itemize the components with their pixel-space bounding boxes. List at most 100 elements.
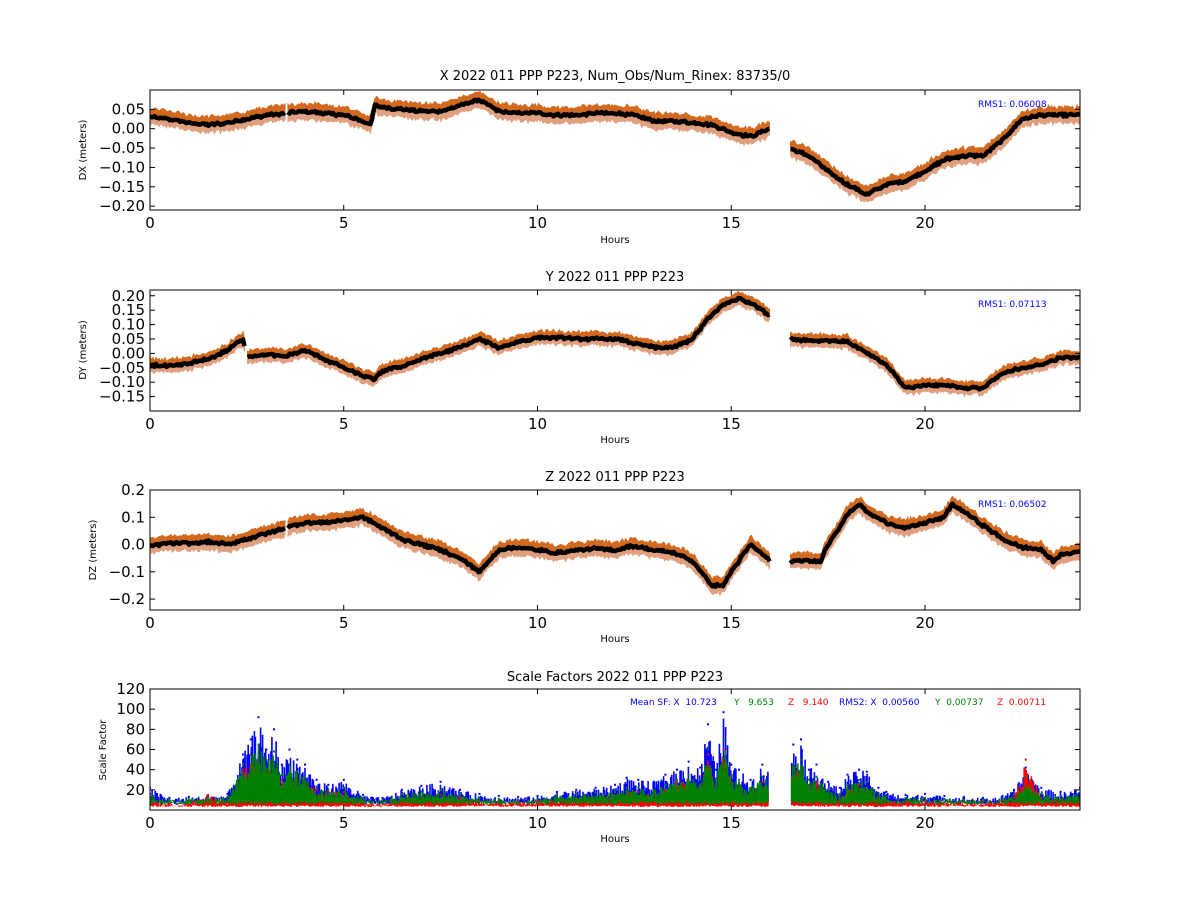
panel-3-point-x-23 (478, 792, 481, 795)
panel-3-point-y-29 (594, 791, 597, 794)
panel-0-xtick-label-2: 10 (528, 214, 547, 232)
panel-3-point-y-42 (738, 778, 740, 781)
panel-0-ytick-label-4: 0.00 (112, 120, 145, 138)
panel-3-point-x-43 (749, 778, 752, 781)
panel-3-point-z-35 (676, 780, 678, 783)
panel-3-point-x-37 (699, 766, 702, 769)
panel-2-ytick-label-4: 0.2 (121, 481, 145, 499)
panel-3-point-y-53 (858, 778, 861, 781)
panel-3-point-y-46 (792, 763, 795, 766)
panel-dx-rms-text: RMS1: 0.06008 (978, 100, 1047, 110)
panel-0-estimate-line-1 (286, 97, 771, 139)
panel-sf-annotation: Mean SF: X 10.723 Y 9.653 Z 9.140 RMS2: X 0… (630, 698, 1046, 708)
panel-3-series-y (150, 745, 1080, 805)
panel-2-ytick-label-3: 0.1 (121, 508, 145, 526)
panel-3-point-y-32 (637, 786, 640, 789)
panel-3-point-x-42 (738, 768, 740, 771)
panel-3-point-x-34 (664, 773, 667, 776)
panel-1-ytick-label-0: −0.15 (99, 388, 145, 406)
panel-3-point-y-34 (664, 783, 667, 786)
panel-3-point-y-36 (687, 773, 690, 776)
panel-3-ytick-label-5: 120 (116, 680, 145, 698)
panel-1-ytick-label-7: 0.20 (112, 287, 145, 305)
panel-3-point-y-61 (982, 798, 985, 801)
panel-3-point-x-58 (924, 792, 926, 795)
panel-3-point-x-61 (982, 796, 985, 799)
panel-2-ytick-label-2: 0.0 (121, 536, 145, 554)
panel-3-point-z-61 (982, 800, 985, 803)
panel-3-point-y-31 (625, 786, 628, 789)
panel-2-estimate-line-0 (150, 526, 287, 549)
panel-sf-xlabel: Hours (600, 834, 629, 845)
panel-0-xtick-label-4: 20 (915, 214, 934, 232)
panel-0-axes-frame (149, 89, 1081, 211)
panel-3-point-x-63 (1013, 788, 1016, 791)
panel-3-point-x-50 (827, 780, 830, 783)
panel-3-point-x-55 (877, 786, 880, 789)
panel-3-point-y-21 (439, 788, 442, 791)
panel-3-point-x-52 (846, 773, 849, 776)
panel-3-point-y-13 (304, 775, 306, 778)
panel-dy-xlabel: Hours (600, 435, 629, 446)
panel-3-point-y-41 (730, 773, 733, 776)
panel-3-xtick-label-2: 10 (528, 814, 547, 832)
panel-3-point-x-38 (707, 723, 709, 726)
panel-3-point-y-40 (722, 738, 725, 741)
panel-2-xtick-label-1: 5 (339, 614, 349, 632)
panel-3-point-z-30 (614, 794, 616, 797)
panel-1-axes-frame (149, 289, 1081, 412)
panel-3-point-z-58 (924, 799, 926, 802)
panel-3-point-x-47 (800, 738, 802, 741)
panel-3-point-x-7 (257, 716, 260, 719)
panel-2-xtick-label-4: 20 (915, 614, 934, 632)
panel-3-point-x-27 (555, 790, 558, 793)
panel-dy-rms: RMS1: 0.07113 (978, 300, 1047, 310)
panel-3-ytick-label-2: 60 (126, 741, 145, 759)
panel-3-point-x-29 (594, 786, 597, 789)
panel-3-point-y-14 (315, 786, 318, 789)
panel-3-point-x-60 (962, 795, 965, 798)
panel-2-ytick-label-1: −0.1 (109, 563, 145, 581)
panel-3-xtick-label-1: 5 (339, 814, 349, 832)
panel-1-ytick-label-4: 0.05 (112, 330, 145, 348)
sf-mean-z: Z 9.140 (788, 698, 829, 708)
panel-3-point-z-21 (439, 793, 442, 796)
panel-3-point-z-10 (280, 778, 283, 781)
panel-3-point-y-7 (257, 743, 260, 746)
panel-3-point-y-2 (187, 797, 190, 800)
panel-3-point-y-11 (288, 763, 291, 766)
panel-1-xtick-label-3: 15 (722, 415, 741, 433)
panel-3-point-y-33 (652, 788, 655, 791)
panel-dx-ylabel: DX (meters) (78, 119, 89, 180)
panel-3-point-x-19 (400, 788, 403, 791)
panel-3-data (150, 711, 1080, 807)
panel-3-point-x-28 (575, 788, 578, 791)
panel-3-xtick-label-4: 20 (915, 814, 934, 832)
panel-3-ytick-label-3: 80 (126, 720, 145, 738)
panel-3-point-x-32 (637, 778, 640, 781)
sf-mean-x: Mean SF: X 10.723 (630, 698, 717, 708)
panel-3-point-z-63 (1013, 796, 1016, 799)
panel-3-point-y-22 (459, 793, 461, 796)
panel-3-point-y-48 (807, 778, 810, 781)
panel-3-point-y-55 (877, 792, 880, 795)
panel-0-ytick-label-1: −0.15 (99, 178, 145, 196)
panel-1-ytick-label-1: −0.10 (99, 373, 145, 391)
panel-dy-title: Y 2022 011 PPP P223 (545, 270, 685, 285)
panel-3-point-x-33 (652, 780, 655, 783)
panel-3-point-y-30 (614, 790, 616, 793)
panel-1-xtick-label-0: 0 (145, 415, 155, 433)
panel-3-point-x-51 (838, 786, 841, 789)
panel-3-point-y-37 (699, 778, 702, 781)
panel-3-point-y-51 (838, 792, 841, 795)
panel-2-estimate-line-1 (286, 514, 772, 589)
panel-3-point-z-18 (381, 803, 384, 805)
panel-3-point-y-6 (249, 753, 252, 756)
panel-1-ytick-label-6: 0.15 (112, 301, 145, 319)
panel-2-ytick-label-0: −0.2 (109, 590, 145, 608)
panel-dy-ylabel: DY (meters) (78, 320, 89, 380)
panel-3-point-y-56 (885, 794, 888, 797)
panel-3-point-x-62 (1001, 794, 1004, 797)
panel-2-xtick-label-0: 0 (145, 614, 155, 632)
panel-3-point-x-35 (676, 768, 678, 771)
